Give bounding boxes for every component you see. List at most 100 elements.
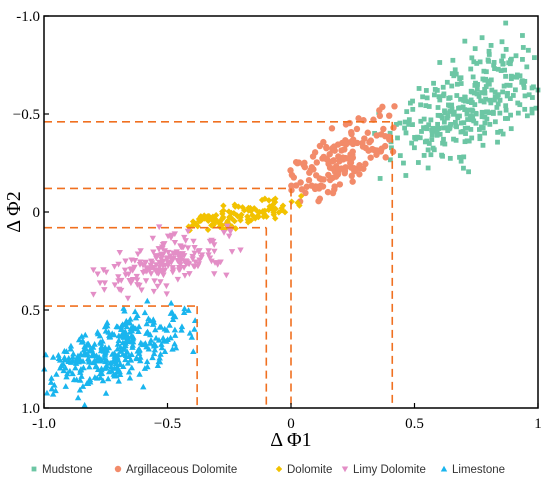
data-point xyxy=(167,299,175,306)
data-point xyxy=(155,358,163,365)
data-point xyxy=(428,152,434,158)
data-point xyxy=(460,129,466,134)
data-point xyxy=(84,380,92,386)
data-point xyxy=(402,125,407,131)
data-point xyxy=(336,181,344,188)
data-point xyxy=(165,249,172,256)
data-point xyxy=(412,145,417,151)
data-point xyxy=(178,326,185,333)
data-point xyxy=(256,208,263,216)
data-point xyxy=(159,334,167,341)
y-tick-label: -1.0 xyxy=(16,9,40,25)
data-point xyxy=(478,98,484,104)
data-point xyxy=(115,377,122,384)
data-point xyxy=(128,332,135,339)
data-point xyxy=(499,58,505,64)
data-point xyxy=(191,250,198,257)
data-point xyxy=(417,135,423,141)
data-point xyxy=(529,85,535,91)
data-point xyxy=(487,97,493,103)
data-point xyxy=(504,82,510,88)
data-point xyxy=(332,173,340,180)
data-point xyxy=(247,204,254,212)
data-point xyxy=(404,109,410,115)
data-point xyxy=(241,207,248,214)
data-point xyxy=(479,124,484,130)
data-point xyxy=(460,104,466,110)
data-point xyxy=(173,249,180,256)
boundary-guides xyxy=(44,121,394,408)
data-point xyxy=(106,333,113,340)
data-point xyxy=(126,319,134,326)
data-point xyxy=(67,345,74,352)
data-point xyxy=(105,329,112,335)
data-point xyxy=(426,141,432,146)
data-point xyxy=(505,90,510,96)
data-point xyxy=(111,264,118,270)
data-point xyxy=(435,105,441,110)
data-point xyxy=(406,121,412,127)
data-point xyxy=(480,76,486,82)
data-point xyxy=(272,195,279,202)
data-point xyxy=(525,47,531,53)
data-point xyxy=(104,322,111,329)
data-point xyxy=(129,335,137,342)
data-point xyxy=(137,353,144,360)
data-point xyxy=(125,336,132,343)
data-point xyxy=(156,264,163,271)
data-point xyxy=(464,111,470,117)
data-point xyxy=(488,43,494,48)
data-point xyxy=(62,364,69,371)
data-point xyxy=(469,107,475,113)
data-point xyxy=(507,96,513,101)
data-point xyxy=(418,118,424,124)
data-point xyxy=(137,357,144,364)
data-point xyxy=(94,271,101,278)
data-point xyxy=(522,78,528,84)
data-point xyxy=(157,350,164,357)
data-point xyxy=(107,363,115,370)
data-point xyxy=(169,345,176,352)
data-point xyxy=(115,261,122,268)
data-point xyxy=(480,142,486,148)
data-point xyxy=(503,47,509,52)
data-point xyxy=(447,123,453,129)
data-point xyxy=(158,267,166,274)
data-point xyxy=(350,165,358,172)
data-point xyxy=(303,183,310,190)
data-point xyxy=(402,119,408,125)
data-point xyxy=(205,212,213,220)
data-point xyxy=(477,127,482,132)
data-point xyxy=(132,314,140,321)
data-point xyxy=(290,174,298,181)
data-point xyxy=(158,251,165,258)
data-point xyxy=(228,249,236,255)
data-point xyxy=(90,267,97,274)
data-point xyxy=(367,137,375,144)
data-point xyxy=(146,339,154,346)
data-point xyxy=(184,245,192,252)
data-point xyxy=(452,67,458,73)
data-point xyxy=(438,113,444,119)
data-point xyxy=(139,262,147,269)
data-point xyxy=(353,125,361,133)
data-point xyxy=(212,212,220,219)
legend-label: Argillaceous Dolomite xyxy=(126,464,237,476)
data-point xyxy=(128,364,135,371)
data-point xyxy=(135,350,143,356)
data-point xyxy=(278,206,286,214)
data-point xyxy=(75,336,83,343)
data-point xyxy=(47,379,55,385)
data-point xyxy=(473,120,479,126)
data-point xyxy=(131,308,139,315)
data-point xyxy=(150,249,157,256)
data-point xyxy=(90,351,97,357)
data-point xyxy=(100,267,107,274)
series-argillaceous-dolomite xyxy=(287,103,398,205)
data-point xyxy=(231,203,239,210)
data-point xyxy=(171,326,179,333)
data-point xyxy=(453,123,459,129)
data-point xyxy=(178,323,186,330)
data-point xyxy=(387,157,393,163)
data-point xyxy=(348,155,355,163)
